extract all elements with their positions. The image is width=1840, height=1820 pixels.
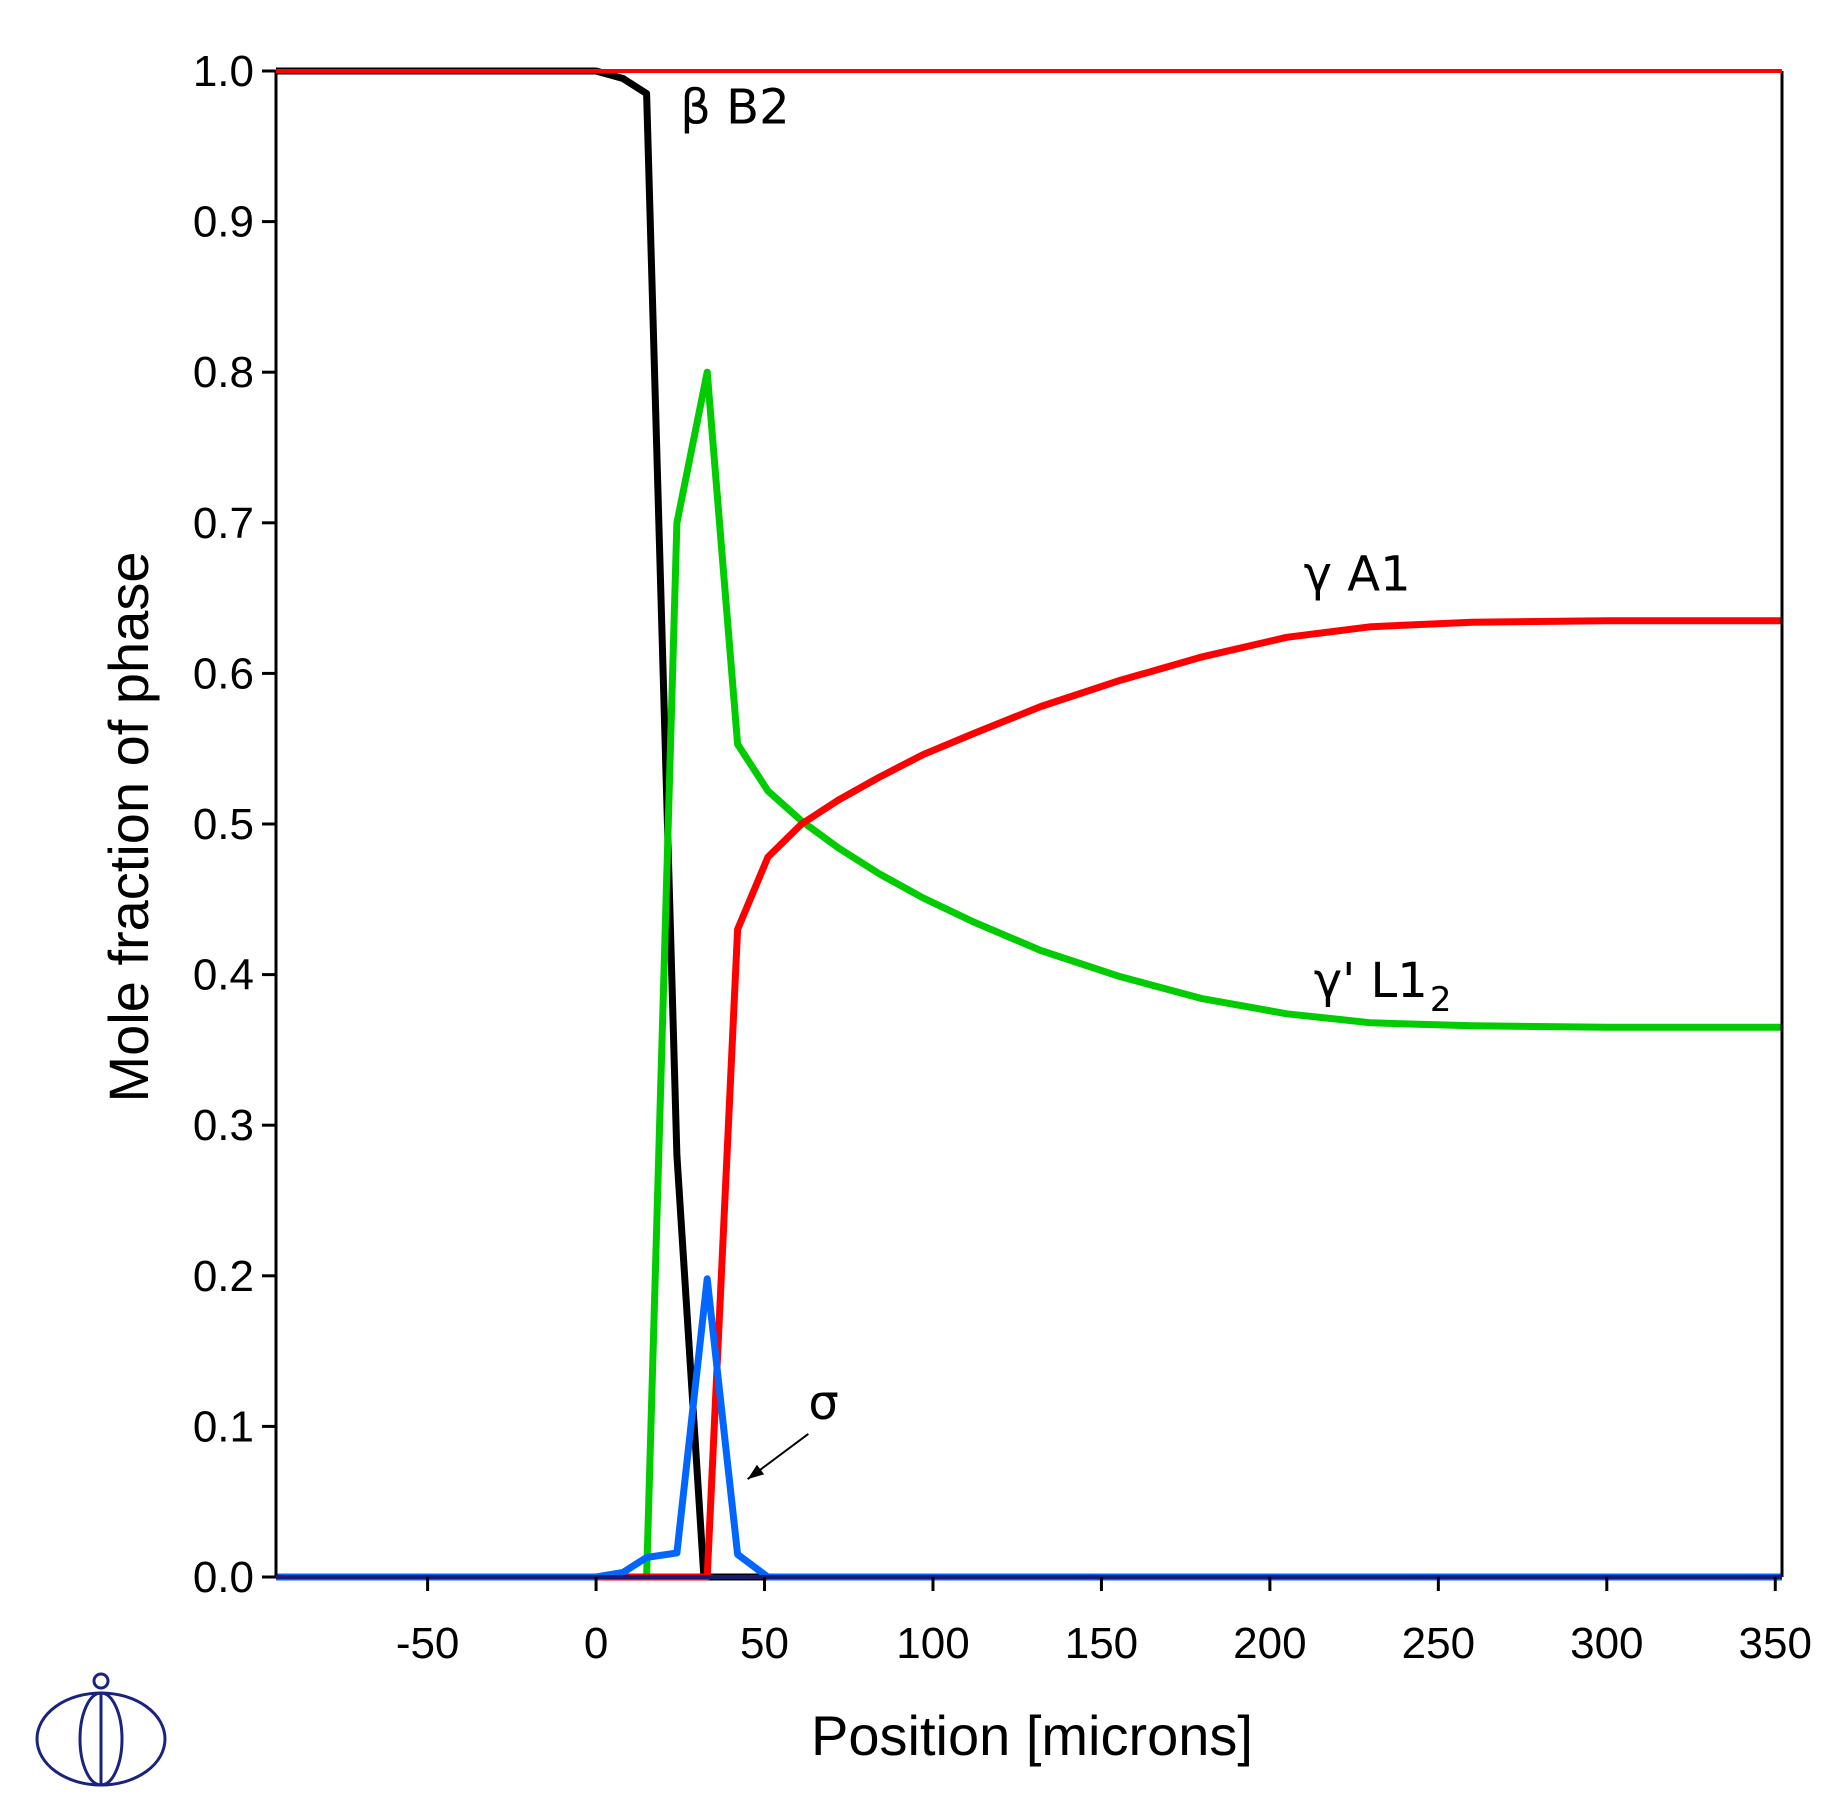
- y-axis-title: Mole fraction of phase: [97, 552, 160, 1103]
- phase-label: σ: [808, 1375, 838, 1431]
- x-tick-label: 50: [740, 1619, 789, 1668]
- y-tick-label: 0.0: [193, 1553, 254, 1602]
- phase-label: β B2: [680, 80, 789, 136]
- phase-label: γ A1: [1304, 547, 1411, 603]
- y-tick-label: 0.3: [193, 1101, 254, 1150]
- x-tick-label: -50: [396, 1619, 460, 1668]
- y-tick-label: 0.4: [193, 951, 254, 1000]
- y-tick-label: 0.8: [193, 348, 254, 397]
- y-tick-label: 0.5: [193, 800, 254, 849]
- y-tick-label: 0.7: [193, 499, 254, 548]
- series-line-2: [276, 617, 1782, 1581]
- y-tick-label: 0.6: [193, 649, 254, 698]
- x-tick-label: 100: [896, 1619, 969, 1668]
- logo-icon: [35, 1672, 167, 1787]
- x-axis-title: Position [microns]: [811, 1704, 1253, 1767]
- x-tick-label: 200: [1233, 1619, 1306, 1668]
- y-tick-label: 0.1: [193, 1402, 254, 1451]
- axis-layer: [274, 69, 1784, 1579]
- series-line-1: [276, 368, 1782, 1581]
- x-tick-label: 300: [1570, 1619, 1643, 1668]
- x-tick-label: 0: [584, 1619, 608, 1668]
- x-tick-label: 350: [1739, 1619, 1812, 1668]
- y-tick-label: 0.9: [193, 198, 254, 247]
- y-tick-label: 0.2: [193, 1252, 254, 1301]
- logo-dot: [92, 1672, 110, 1690]
- x-tick-label: 250: [1402, 1619, 1475, 1668]
- y-tick-label: 1.0: [193, 47, 254, 96]
- sigma-arrow-head: [747, 1464, 765, 1480]
- x-tick-label: 150: [1065, 1619, 1138, 1668]
- tick-layer: 0.0 0.1 0.2 0.3 0.4 0.5 0.6 0.7 0.8 0.9 1.0 -50 0 50 1…: [193, 47, 1812, 1668]
